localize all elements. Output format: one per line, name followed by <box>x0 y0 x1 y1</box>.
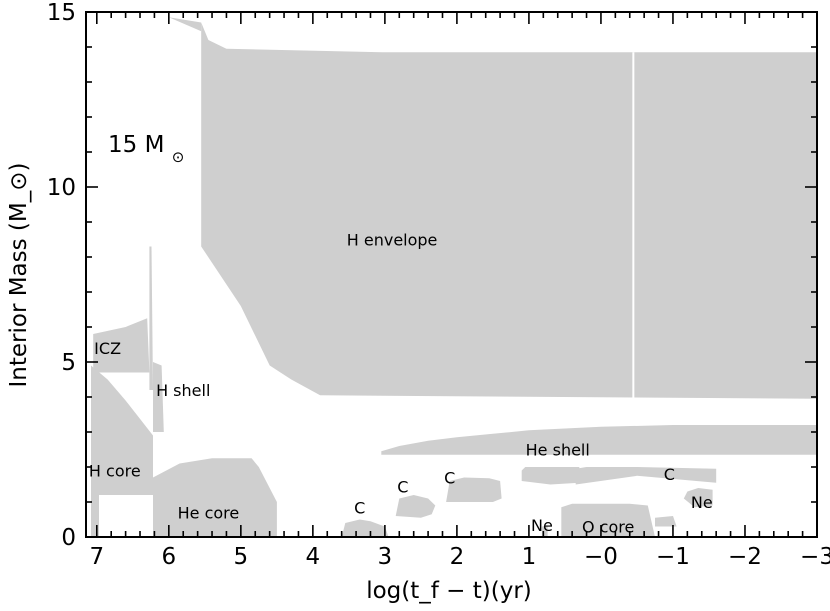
zone-carbon-shell-4 <box>521 467 580 485</box>
zone-icz <box>93 318 150 373</box>
x-tick-label: 1 <box>522 544 537 570</box>
region-labels: H envelope ICZ H shell H core He core He shel… <box>89 231 713 537</box>
zone-he-shell <box>381 425 817 455</box>
region-h-envelope: H envelope <box>347 231 438 250</box>
y-axis-title: Interior Mass (M_⊙) <box>6 163 32 388</box>
region-o-core: O core <box>582 518 634 537</box>
stellar-mass-text: 15 M <box>108 132 164 158</box>
y-tick-label: 0 <box>61 525 76 551</box>
region-he-core: He core <box>178 504 240 523</box>
zone-h-envelope <box>201 22 817 399</box>
y-tick-label: 15 <box>47 0 76 26</box>
region-c-3: C <box>444 469 455 488</box>
zone-oxygen-core <box>561 503 655 537</box>
zone-h-shell <box>153 362 164 432</box>
plot-frame <box>85 11 818 538</box>
zone-carbon-shell-3 <box>446 477 502 502</box>
solar-symbol: ⊙ <box>172 148 185 166</box>
plot-border <box>85 11 818 538</box>
zone-h-core-stem <box>91 495 99 537</box>
x-tick-label: 4 <box>306 544 321 570</box>
region-ne-2: Ne <box>691 493 713 512</box>
region-he-shell: He shell <box>526 441 590 460</box>
x-tick-label: 5 <box>234 544 249 570</box>
region-h-shell: H shell <box>156 381 210 400</box>
region-c-1: C <box>354 498 365 517</box>
x-tick-label: −0 <box>584 544 618 570</box>
region-h-core: H core <box>89 462 141 481</box>
region-c-2: C <box>397 477 408 496</box>
x-axis-title: log(t_f − t)(yr) <box>366 578 532 604</box>
zone-he-core <box>153 458 277 537</box>
y-ticks: 0 5 10 15 <box>47 0 817 551</box>
region-c-4: C <box>664 465 675 484</box>
y-tick-label: 10 <box>47 175 76 201</box>
y-tick-label: 5 <box>61 350 76 376</box>
x-tick-label: 7 <box>89 544 104 570</box>
zone-h-core <box>91 365 153 495</box>
x-tick-label: 2 <box>450 544 465 570</box>
zone-h-envelope-top-sliver <box>168 17 202 32</box>
zone-carbon-shell-5 <box>575 467 717 485</box>
zone-carbon-shell-2 <box>395 495 436 518</box>
x-tick-label: 6 <box>162 544 177 570</box>
x-tick-label: −1 <box>656 544 690 570</box>
zone-o-core-tail <box>655 516 677 527</box>
stellar-mass-label: 15 M ⊙ <box>108 132 184 166</box>
x-ticks: 7 6 5 4 3 2 1 −0 −1 −2 −3 <box>89 12 830 570</box>
region-ne-1: Ne <box>531 516 553 535</box>
zone-h-shell-spike <box>149 246 153 390</box>
x-tick-label: 3 <box>378 544 393 570</box>
zone-carbon-shell-1 <box>341 519 389 537</box>
zone-neon-shell <box>683 488 713 508</box>
x-tick-label: −2 <box>728 544 762 570</box>
x-tick-label: −3 <box>800 544 830 570</box>
convective-zones <box>91 17 817 537</box>
region-icz: ICZ <box>94 339 121 358</box>
